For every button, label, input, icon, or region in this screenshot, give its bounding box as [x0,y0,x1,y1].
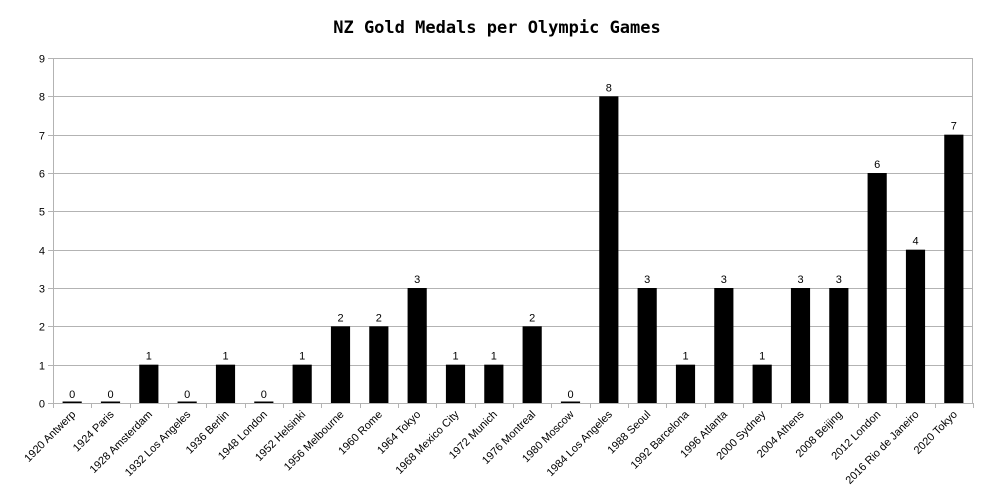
data-label: 2 [376,312,382,324]
data-label: 1 [146,351,152,363]
bar [100,401,121,403]
bar [752,364,772,403]
data-label: 1 [491,351,497,363]
bar [867,173,887,403]
bars [62,96,964,403]
bar [522,326,542,403]
bar [675,364,696,403]
bar [139,364,159,403]
bar [62,401,82,403]
y-tick-label: 5 [39,207,45,219]
data-label: 2 [337,312,343,324]
data-label: 1 [222,351,228,363]
bar [330,326,351,403]
y-axis-ticks: 0 1 2 3 4 5 6 7 8 9 [39,54,45,411]
bar [714,288,734,403]
data-label: 3 [721,274,727,286]
y-tick-label: 1 [39,361,45,373]
data-label: 3 [644,274,650,286]
data-label: 3 [836,274,842,286]
y-tick-label: 6 [39,169,45,181]
data-label: 1 [682,351,688,363]
y-tick-label: 9 [39,54,45,66]
data-label: 2 [529,312,535,324]
bar [790,288,811,403]
bar [829,288,849,403]
data-label: 3 [414,274,420,286]
gridlines [48,58,974,408]
bar [599,96,619,403]
bar [944,134,964,403]
chart-title: NZ Gold Medals per Olympic Games [333,18,661,38]
bar [369,326,389,403]
data-label: 0 [107,389,113,401]
data-label: 0 [261,389,267,401]
data-label: 6 [874,159,880,171]
bar [484,364,504,403]
bar [254,401,274,403]
data-label: 0 [184,389,190,401]
data-label: 0 [69,389,75,401]
bar [445,364,466,403]
y-tick-label: 8 [39,92,45,104]
bar [560,401,581,403]
y-tick-label: 7 [39,131,45,143]
data-label: 1 [299,351,305,363]
x-category-label: 1984 Los Angeles [545,408,616,479]
x-category-label: 1920 Antwerp [22,409,78,465]
y-tick-label: 2 [39,322,45,334]
bar [407,288,427,403]
bar [637,288,657,403]
y-tick-label: 0 [39,399,45,411]
x-category-label: 1932 Los Angeles [123,408,194,479]
data-labels: 0 0 1 0 1 0 1 2 2 3 1 1 2 0 8 3 1 3 1 3 3 6 4 7 [69,82,957,401]
y-tick-label: 3 [39,284,45,296]
data-label: 8 [606,82,612,94]
bar [215,364,236,403]
data-label: 1 [759,351,765,363]
x-category-label: 2016 Rio de Janeiro [844,409,922,487]
y-tick-label: 4 [39,246,45,258]
data-label: 4 [912,236,918,248]
bar [177,401,197,403]
data-label: 1 [452,351,458,363]
bar [292,364,312,403]
data-label: 3 [797,274,803,286]
data-label: 0 [567,389,573,401]
data-label: 7 [951,121,957,133]
bar [905,249,926,403]
